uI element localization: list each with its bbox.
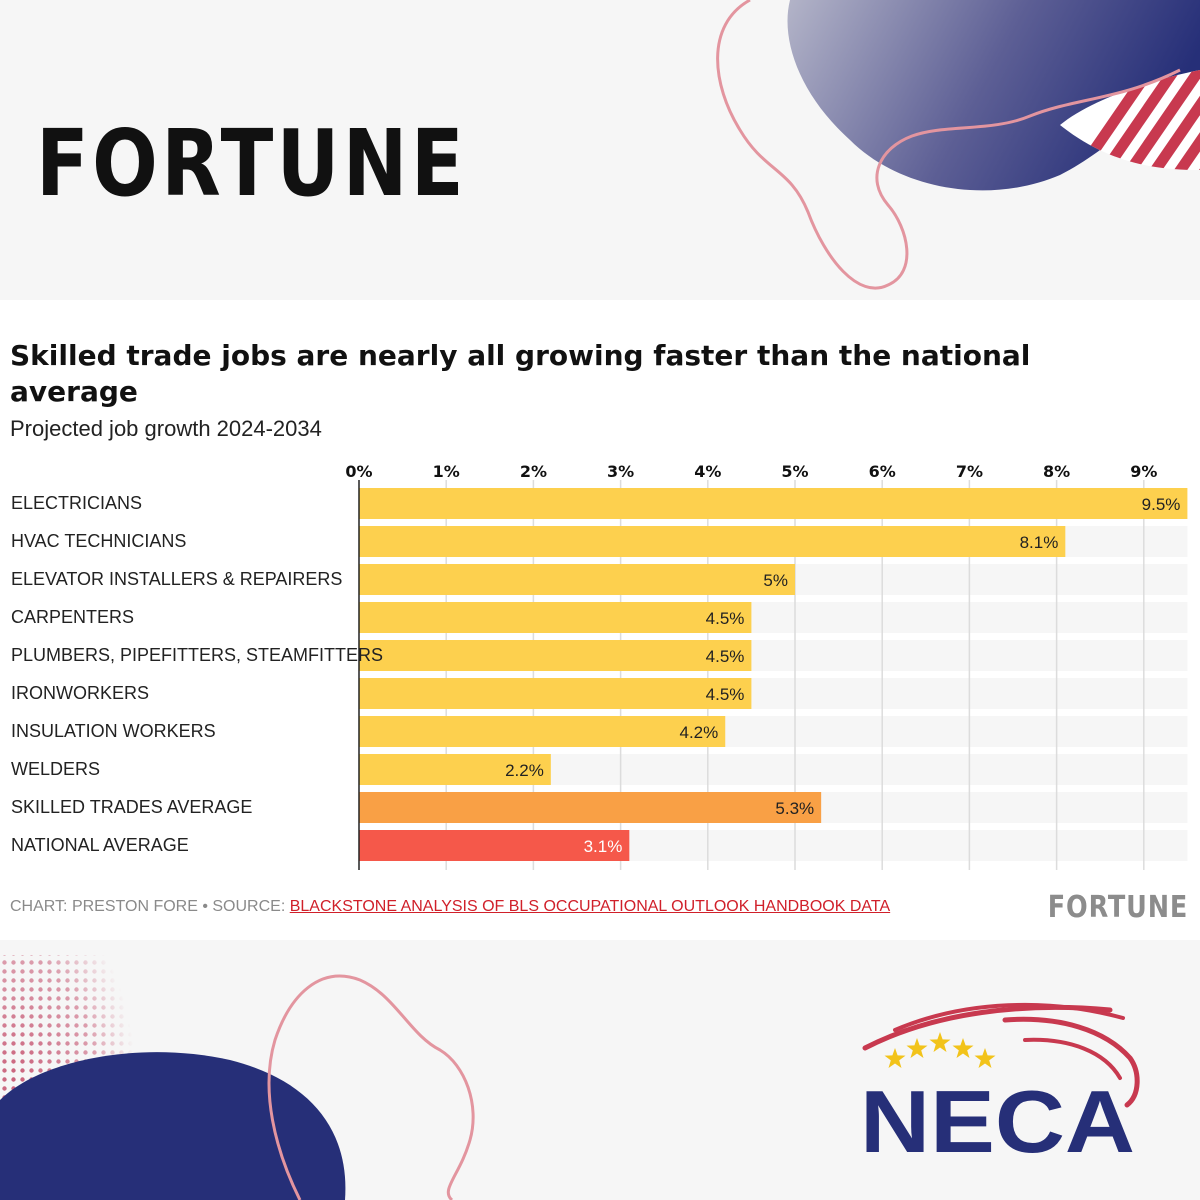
neca-wordmark: NECA — [860, 1072, 1135, 1170]
fortune-footer-logo: FORTUNE — [1047, 890, 1188, 925]
x-tick-label: 2% — [520, 462, 547, 481]
neca-logo: NECA — [860, 1002, 1140, 1170]
top-right-decoration — [716, 0, 1200, 290]
value-label: 4.2% — [679, 723, 718, 742]
value-label: 4.5% — [706, 609, 745, 628]
pink-squiggle-bottom — [267, 974, 475, 1200]
value-label: 4.5% — [706, 685, 745, 704]
pink-squiggle — [716, 0, 1181, 290]
bar-chart: 0% 1% 2% 3% 4% 5% 6% 7% 8% 9% ELECTRICIANS 9.5% HVAC… — [11, 462, 1188, 870]
category-label: ELEVATOR INSTALLERS & REPAIRERS — [11, 569, 342, 589]
bar — [359, 792, 822, 823]
bar — [359, 488, 1188, 519]
category-label: NATIONAL AVERAGE — [11, 835, 189, 855]
fortune-logo: FORTUNE — [36, 110, 467, 217]
x-tick-label: 3% — [607, 462, 634, 481]
chart-source: CHART: PRESTON FORE • SOURCE: BLACKSTONE… — [10, 898, 890, 916]
bottom-left-decoration — [0, 955, 475, 1200]
bar — [359, 640, 752, 671]
x-tick-label: 5% — [781, 462, 808, 481]
bar — [359, 564, 795, 595]
x-tick-label: 1% — [433, 462, 460, 481]
x-tick-label: 9% — [1130, 462, 1157, 481]
bar — [359, 716, 726, 747]
value-label: 2.2% — [505, 761, 544, 780]
bar — [359, 526, 1066, 557]
x-tick-label: 4% — [694, 462, 721, 481]
neca-stars — [884, 1032, 996, 1068]
category-label: SKILLED TRADES AVERAGE — [11, 797, 252, 817]
navy-blob-bottom — [0, 1052, 346, 1200]
category-label: IRONWORKERS — [11, 683, 149, 703]
category-label: INSULATION WORKERS — [11, 721, 216, 741]
value-label: 9.5% — [1142, 495, 1181, 514]
category-label: HVAC TECHNICIANS — [11, 531, 186, 551]
category-label: PLUMBERS, PIPEFITTERS, STEAMFITTERS — [11, 645, 383, 665]
category-label: ELECTRICIANS — [11, 493, 142, 513]
bar — [359, 678, 752, 709]
value-label: 5% — [763, 571, 788, 590]
x-tick-label: 8% — [1043, 462, 1070, 481]
chart-credit: CHART: PRESTON FORE • SOURCE: — [10, 898, 290, 915]
chart-title: Skilled trade jobs are nearly all growin… — [10, 339, 1031, 408]
neca-flag-swoosh — [862, 1002, 1140, 1108]
bar — [359, 754, 551, 785]
chart-panel: Skilled trade jobs are nearly all growin… — [0, 300, 1200, 940]
value-label: 4.5% — [706, 647, 745, 666]
value-label: 8.1% — [1020, 533, 1059, 552]
x-tick-label: 0% — [345, 462, 372, 481]
category-label: CARPENTERS — [11, 607, 134, 627]
bar — [359, 602, 752, 633]
value-label: 5.3% — [775, 799, 814, 818]
source-link[interactable]: BLACKSTONE ANALYSIS OF BLS OCCUPATIONAL … — [289, 898, 891, 915]
x-tick-label: 7% — [956, 462, 983, 481]
category-label: WELDERS — [11, 759, 100, 779]
value-label: 3.1% — [584, 837, 623, 856]
bar — [359, 830, 630, 861]
chart-subtitle: Projected job growth 2024-2034 — [10, 416, 322, 441]
x-tick-label: 6% — [869, 462, 896, 481]
